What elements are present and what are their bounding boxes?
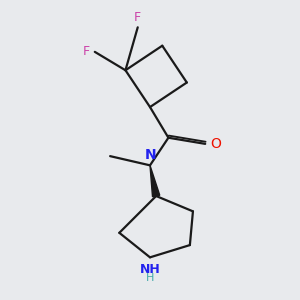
Text: H: H bbox=[146, 273, 154, 283]
Text: NH: NH bbox=[140, 263, 160, 276]
Polygon shape bbox=[150, 165, 160, 197]
Text: F: F bbox=[83, 45, 90, 58]
Text: O: O bbox=[211, 137, 222, 151]
Text: N: N bbox=[145, 148, 156, 162]
Text: F: F bbox=[134, 11, 141, 24]
